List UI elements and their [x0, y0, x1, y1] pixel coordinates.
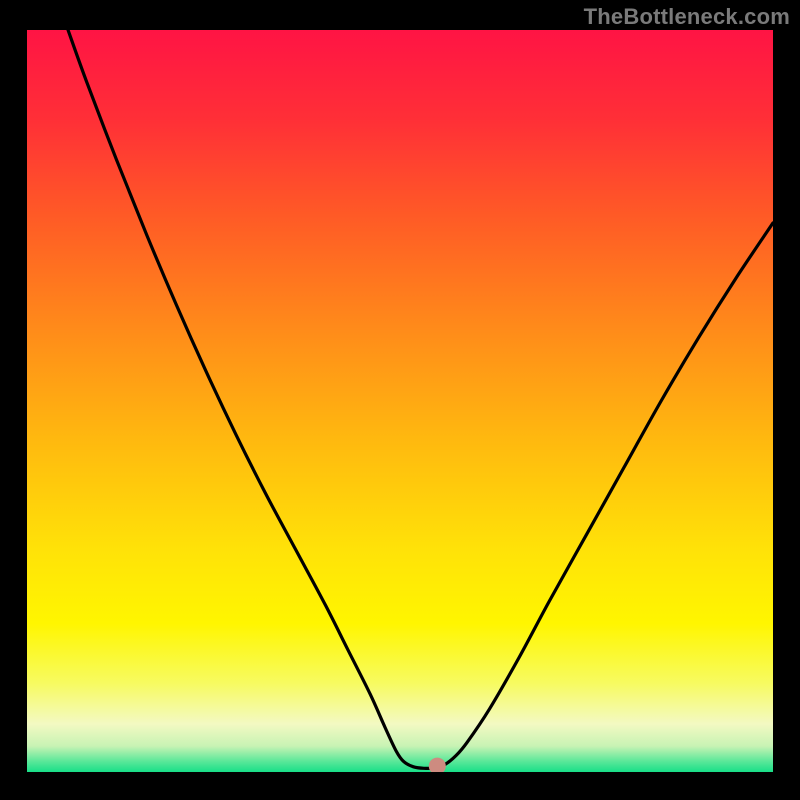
chart-svg	[27, 30, 773, 772]
chart-stage: TheBottleneck.com	[0, 0, 800, 800]
watermark-text: TheBottleneck.com	[584, 4, 790, 30]
